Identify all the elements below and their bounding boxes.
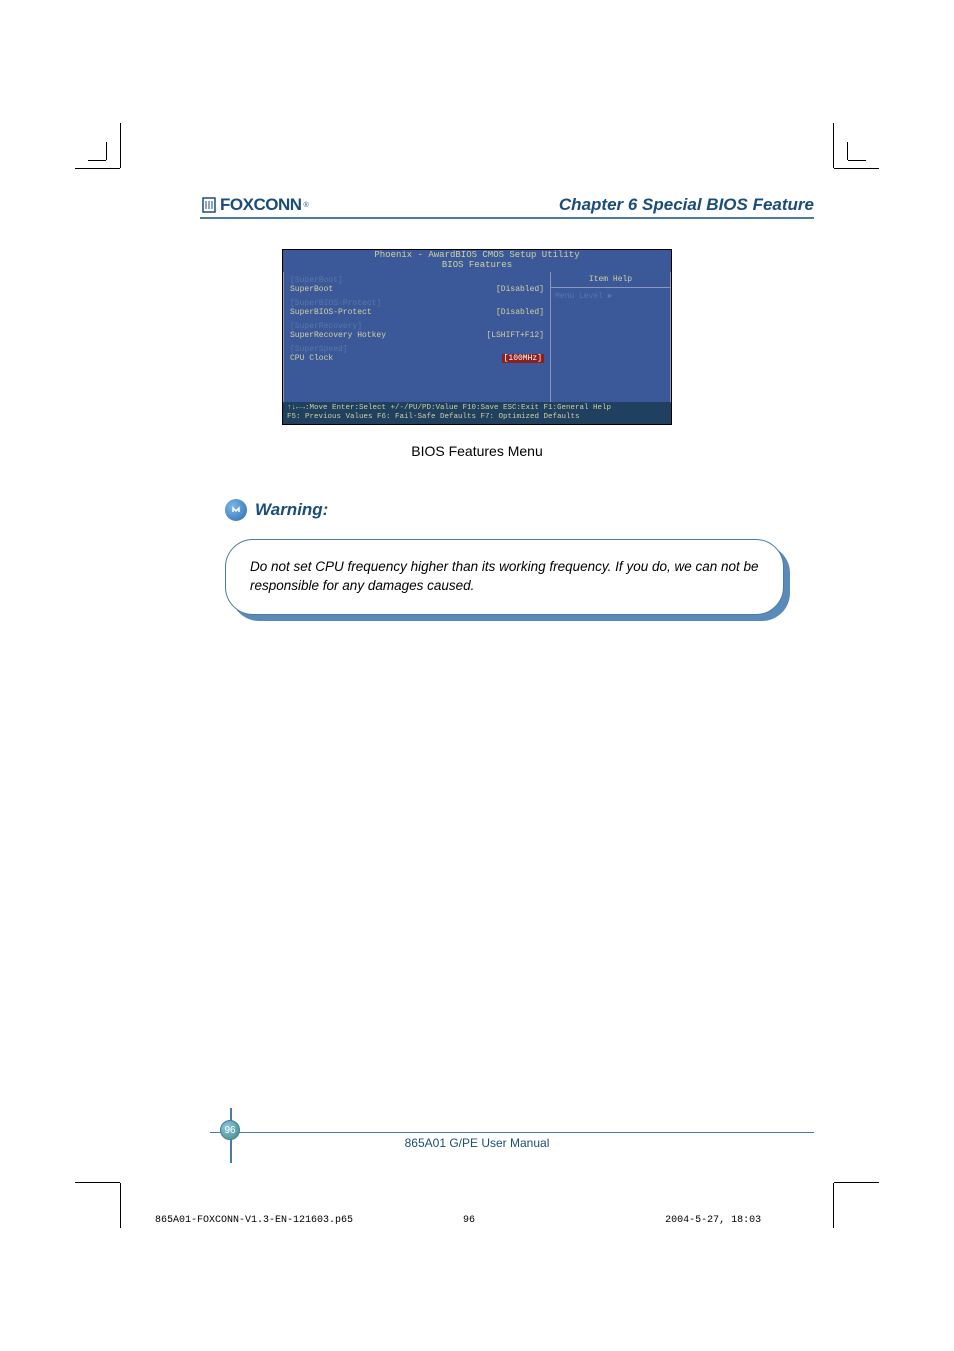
bios-setting-value: [Disabled] — [496, 285, 544, 294]
bios-setting-row: SuperRecovery Hotkey [LSHIFT+F12] — [290, 331, 544, 340]
bios-title-line2: BIOS Features — [283, 261, 671, 271]
footer-line — [210, 1132, 814, 1134]
crop-mark — [834, 168, 879, 169]
bios-help-panel: Item Help Menu Level ▶ — [551, 272, 671, 402]
reg-mark — [106, 142, 107, 160]
crop-mark — [120, 123, 121, 168]
bios-setting-row: SuperBIOS-Protect [Disabled] — [290, 308, 544, 317]
doc-page-num: 96 — [463, 1215, 475, 1226]
crop-mark — [833, 123, 834, 168]
crop-mark — [833, 1183, 834, 1228]
bios-help-header: Item Help — [551, 272, 670, 288]
crop-mark — [75, 168, 120, 169]
bios-footer: ↑↓←→:Move Enter:Select +/-/PU/PD:Value F… — [283, 402, 671, 424]
warning-icon — [225, 499, 247, 521]
foxconn-logo-icon — [200, 196, 218, 214]
warning-section: Warning: Do not set CPU frequency higher… — [225, 499, 784, 615]
warning-text: Do not set CPU frequency higher than its… — [225, 539, 784, 615]
page-number-badge: 96 — [220, 1120, 240, 1140]
bios-setting-value: [Disabled] — [496, 308, 544, 317]
bios-category: [SuperBoot] — [290, 276, 544, 285]
doc-file-name: 865A01-FOXCONN-V1.3-EN-121603.p65 — [155, 1215, 353, 1226]
registered-mark: ® — [304, 202, 309, 209]
logo-text: FOXCONN — [220, 195, 302, 215]
bios-screenshot: Phoenix - AwardBIOS CMOS Setup Utility B… — [282, 249, 672, 425]
bios-setting-name: SuperBIOS-Protect — [290, 308, 372, 317]
doc-date: 2004-5-27, 18:03 — [665, 1215, 761, 1226]
foxconn-logo: FOXCONN ® — [200, 195, 309, 215]
crop-mark — [834, 1182, 879, 1183]
bios-title: Phoenix - AwardBIOS CMOS Setup Utility B… — [283, 250, 671, 272]
bios-settings-panel: [SuperBoot]SuperBoot[Disabled][SuperBIOS… — [283, 272, 551, 402]
bios-body: [SuperBoot]SuperBoot[Disabled][SuperBIOS… — [283, 272, 671, 402]
bios-setting-row: CPU Clock [100MHz] — [290, 354, 544, 363]
bios-setting-name: SuperBoot — [290, 285, 333, 294]
page-content: FOXCONN ® Chapter 6 Special BIOS Feature… — [130, 175, 824, 1175]
crop-mark — [75, 1182, 120, 1183]
bios-footer-line1: ↑↓←→:Move Enter:Select +/-/PU/PD:Value F… — [287, 404, 667, 413]
warning-box: Do not set CPU frequency higher than its… — [225, 539, 784, 615]
figure-caption: BIOS Features Menu — [130, 443, 824, 459]
warning-header: Warning: — [225, 499, 784, 521]
bios-menu-level: Menu Level ▶ — [551, 288, 670, 304]
bios-footer-line2: F5: Previous Values F6: Fail-Safe Defaul… — [287, 413, 667, 422]
bios-setting-name: SuperRecovery Hotkey — [290, 331, 386, 340]
bios-setting-name: CPU Clock — [290, 354, 333, 363]
page-header: FOXCONN ® Chapter 6 Special BIOS Feature — [200, 195, 814, 219]
document-footer: 865A01-FOXCONN-V1.3-EN-121603.p65 96 200… — [155, 1215, 799, 1226]
bios-category: [SuperBIOS-Protect] — [290, 299, 544, 308]
reg-mark — [88, 160, 106, 161]
bios-setting-row: SuperBoot [Disabled] — [290, 285, 544, 294]
bios-category: [SuperRecovery] — [290, 322, 544, 331]
chapter-title: Chapter 6 Special BIOS Feature — [559, 195, 814, 215]
reg-mark — [848, 160, 866, 161]
bios-setting-value: [LSHIFT+F12] — [486, 331, 544, 340]
bios-setting-value: [100MHz] — [502, 354, 544, 363]
warning-title: Warning: — [255, 500, 328, 520]
bios-category: [SuperSpeed] — [290, 345, 544, 354]
crop-mark — [120, 1183, 121, 1228]
reg-mark — [847, 142, 848, 160]
